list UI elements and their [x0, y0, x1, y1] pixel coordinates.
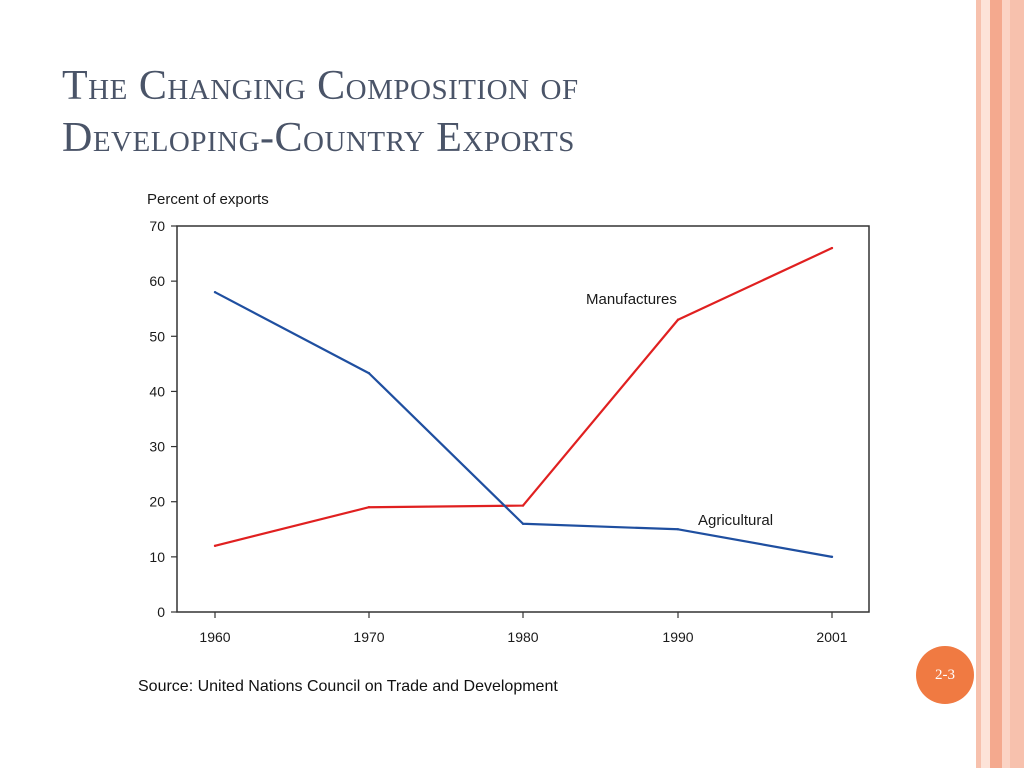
slide-title: The Changing Composition of Developing-C… [62, 60, 579, 164]
y-tick-label: 20 [149, 494, 165, 510]
manufactures-data-point [213, 544, 217, 548]
manufactures-data-point [830, 246, 834, 250]
title-line-1: The Changing Composition of [62, 63, 579, 109]
y-tick-label: 10 [149, 549, 165, 565]
manufactures-series-line [214, 247, 833, 547]
border-stripe [981, 0, 990, 768]
source-note: Source: United Nations Council on Trade … [138, 678, 558, 695]
y-tick-label: 30 [149, 439, 165, 455]
x-tick-label: 1970 [353, 629, 384, 645]
y-axis-label: Percent of exports [147, 191, 269, 208]
plot-frame [176, 225, 870, 613]
agricultural-data-point [367, 372, 371, 375]
border-stripe [1010, 0, 1024, 768]
y-tick-label: 50 [149, 328, 165, 344]
agricultural-data-point [521, 522, 525, 525]
agricultural-data-point [830, 555, 834, 559]
manufactures-data-point [676, 318, 680, 321]
x-tick-label: 2001 [816, 629, 847, 645]
page-number: 2-3 [935, 666, 955, 683]
title-line-2: Developing-Country Exports [62, 115, 575, 161]
manufactures-series-label: Manufactures [586, 291, 677, 308]
y-tick-label: 40 [149, 383, 165, 399]
manufactures-data-point [521, 504, 525, 507]
border-stripe [976, 0, 981, 768]
y-tick-label: 60 [149, 273, 165, 289]
page-number-badge: 2-3 [916, 646, 974, 704]
x-tick-label: 1980 [507, 629, 538, 645]
agricultural-series-label: Agricultural [698, 512, 773, 529]
x-tick-label: 1990 [662, 629, 693, 645]
x-tick-label: 1960 [199, 629, 230, 645]
border-stripe [990, 0, 1002, 768]
agricultural-data-point [676, 528, 680, 531]
line-chart: Percent of exports 0 10 20 30 40 50 60 70 1960 197… [147, 191, 870, 645]
y-tick-label: 0 [157, 604, 165, 620]
y-tick-label: 70 [149, 218, 165, 234]
agricultural-data-point [213, 290, 217, 294]
manufactures-data-point [367, 506, 371, 509]
decorative-border [976, 0, 1024, 768]
border-stripe [1002, 0, 1010, 768]
